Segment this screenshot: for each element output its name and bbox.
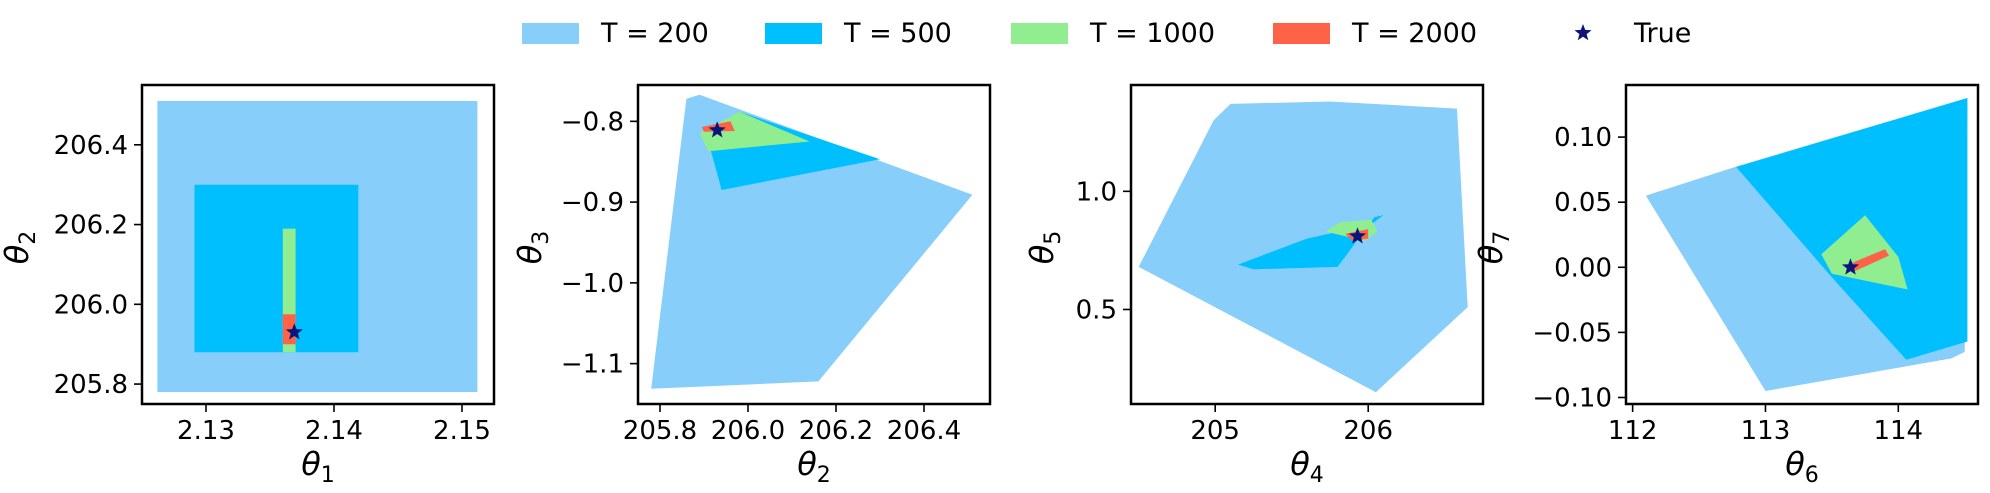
legend-label: True [1634,17,1692,49]
x-tick-label: 112 [1608,416,1658,446]
legend-label: T = 2000 [1352,17,1477,49]
y-tick-label: 0.05 [1554,188,1612,218]
true-value-star [285,323,303,340]
subplot-1: 2.13 2.14 2.15 205.8 206.0 206.2 206.4 θ1 θ2 [0,83,496,488]
x-tick-label: 205.8 [623,416,697,446]
legend: T = 200 T = 500 T = 1000 T = 2000 True [0,0,1990,70]
axes-frame [636,83,992,406]
x-tick-label: 114 [1873,416,1923,446]
legend-swatch [522,22,579,44]
region-t500 [1238,215,1384,270]
y-tick-label: 0.10 [1554,123,1612,153]
x-tick-label: 2.15 [433,416,491,446]
x-axis-label: θ4 [1290,445,1324,488]
legend-label: T = 1000 [1090,17,1215,49]
x-axis-label: θ2 [797,445,831,488]
legend-label: T = 500 [844,17,952,49]
legend-item: T = 200 [522,17,709,49]
x-tick-label: 2.13 [177,416,235,446]
legend-item: T = 2000 [1273,17,1477,49]
y-tick-label: 205.8 [54,370,128,400]
y-tick-label: 1.0 [1076,177,1117,207]
y-axis-label: θ7 [1472,231,1515,265]
legend-item: T = 1000 [1011,17,1215,49]
y-axis-label: θ2 [0,231,41,265]
region-t1000 [699,111,810,152]
legend-label: T = 200 [601,17,709,49]
x-axis-label: θ6 [1785,445,1819,488]
subplot-3: 205 206 0.5 1.0 θ4 θ5 [1023,83,1485,488]
region-t1000 [1821,215,1908,290]
axes-frame [140,83,496,406]
x-tick-label: 2.14 [305,416,363,446]
y-tick-label: −0.10 [1532,383,1612,413]
region-t2000 [1847,249,1889,273]
legend-swatch [765,22,822,44]
x-tick-label: 206.2 [799,416,873,446]
true-value-star [1841,258,1860,275]
y-tick-label: 206.0 [54,290,128,320]
y-axis-label: θ3 [511,231,554,265]
x-tick-label: 113 [1741,416,1791,446]
y-tick-label: −1.1 [561,350,624,380]
subplot-4: 112 113 114 −0.10 −0.05 0.00 0.05 0.10 θ6 θ7 [1472,83,1980,488]
subplot-2: 205.8 206.0 206.2 206.4 −1.1 −1.0 −0.9 −0.8 θ2 θ3 [511,83,992,488]
y-tick-label: 0.5 [1076,295,1117,325]
true-value-star [1348,227,1367,244]
y-axis-label: θ5 [1023,231,1066,265]
y-tick-label: −0.8 [561,107,624,137]
legend-item: True [1555,17,1692,49]
x-tick-label: 205 [1190,416,1240,446]
legend-swatch [1011,22,1068,44]
plot-area [157,101,478,392]
plot-area [1645,98,1968,391]
axes-frame [1129,83,1485,406]
legend-star-icon [1574,24,1592,41]
x-tick-label: 206.0 [711,416,785,446]
legend-item: T = 500 [765,17,952,49]
y-tick-label: −0.05 [1532,318,1612,348]
y-tick-label: 206.4 [54,131,128,161]
y-tick-label: −0.9 [561,188,624,218]
plot-area [1138,101,1468,393]
x-axis-label: θ1 [301,445,335,488]
legend-swatch [1273,22,1330,44]
region-t500 [194,184,359,353]
y-tick-label: 206.2 [54,211,128,241]
true-value-star [708,121,726,138]
axes-frame [1624,83,1980,406]
x-tick-label: 206.4 [887,416,961,446]
plot-area [651,94,973,389]
x-tick-label: 206 [1343,416,1393,446]
y-tick-label: −1.0 [561,269,624,299]
y-tick-label: 0.00 [1554,253,1612,283]
